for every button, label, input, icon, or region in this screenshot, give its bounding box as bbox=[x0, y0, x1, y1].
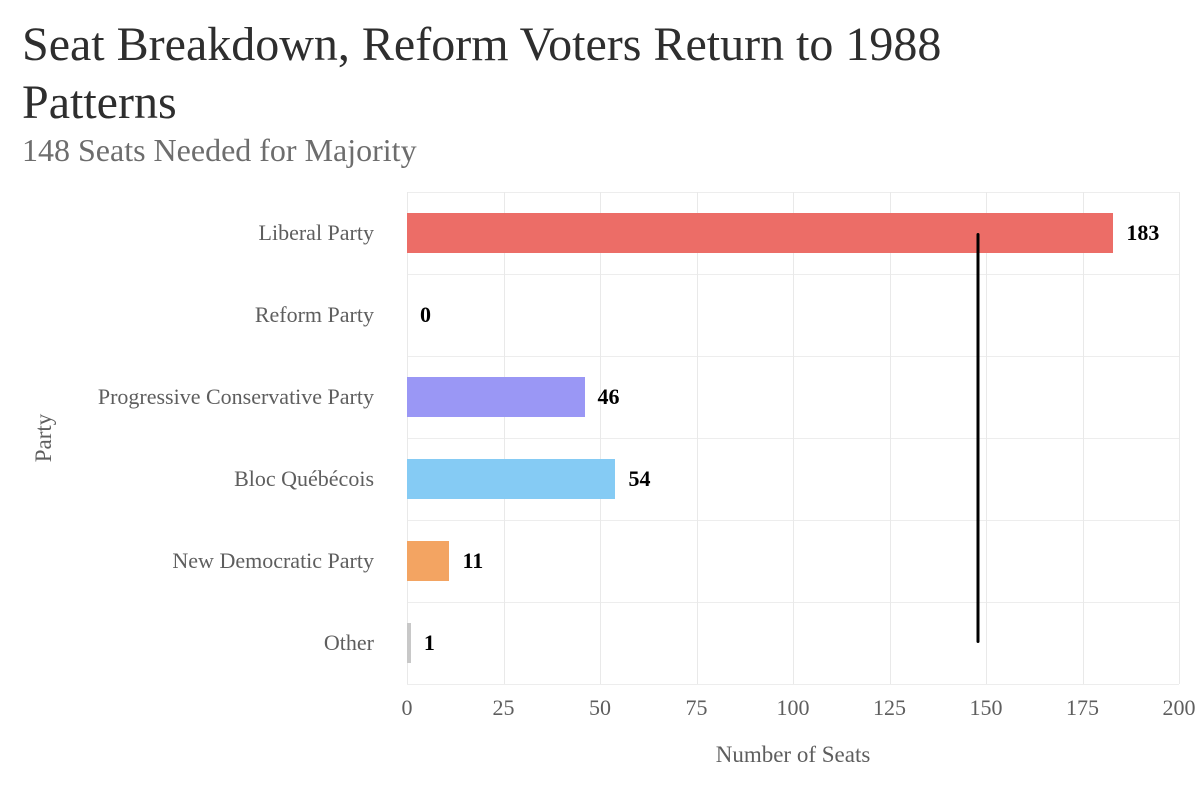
bar-other bbox=[407, 623, 411, 663]
y-axis-labels: Liberal Party Reform Party Progressive Con… bbox=[0, 192, 390, 684]
vertical-gridline bbox=[986, 192, 987, 684]
bar-progressive-conservative-party bbox=[407, 377, 585, 417]
vertical-gridline bbox=[600, 192, 601, 684]
y-category-label-liberal-party: Liberal Party bbox=[258, 220, 374, 245]
vertical-gridline bbox=[793, 192, 794, 684]
x-axis-title: Number of Seats bbox=[715, 742, 871, 767]
x-tick-label: 25 bbox=[492, 695, 515, 720]
x-tick-label: 75 bbox=[685, 695, 708, 720]
x-tick-label: 175 bbox=[1066, 695, 1099, 720]
bar-new-democratic-party bbox=[407, 541, 450, 581]
horizontal-gridline bbox=[407, 684, 1179, 685]
x-tick-label: 50 bbox=[589, 695, 611, 720]
chart-subtitle: 148 Seats Needed for Majority bbox=[22, 132, 417, 168]
bar-value-label-new-democratic-party: 11 bbox=[462, 548, 484, 573]
bar-value-label-bloc-qu-b-cois: 54 bbox=[628, 466, 651, 491]
x-tick-label: 150 bbox=[969, 695, 1003, 720]
chart-title: Seat Breakdown, Reform Voters Return to … bbox=[22, 18, 942, 129]
vertical-gridline bbox=[696, 192, 698, 684]
bar-value-label-progressive-conservative-party: 46 bbox=[597, 384, 620, 409]
bar-liberal-party bbox=[407, 213, 1114, 253]
bar-value-label-liberal-party: 183 bbox=[1126, 220, 1160, 245]
y-category-label-reform-party: Reform Party bbox=[254, 302, 374, 327]
plot-area: 183 0 46 54 11 1 bbox=[407, 192, 1180, 685]
vertical-gridline bbox=[503, 192, 505, 684]
y-category-label-other: Other bbox=[323, 630, 374, 655]
bar-value-label-reform-party: 0 bbox=[420, 302, 431, 327]
x-axis-ticks: 0 25 50 75 100 125 150 175 200 bbox=[402, 695, 1196, 723]
y-category-label-new-democratic-party: New Democratic Party bbox=[172, 548, 374, 573]
vertical-gridline bbox=[1179, 192, 1180, 684]
x-tick-label: 125 bbox=[873, 695, 906, 720]
x-tick-label: 100 bbox=[776, 695, 810, 720]
x-tick-label: 200 bbox=[1162, 695, 1196, 720]
vertical-gridline bbox=[407, 192, 408, 684]
x-tick-label: 0 bbox=[401, 695, 413, 720]
y-category-label-progressive-conservative-party: Progressive Conservative Party bbox=[97, 384, 374, 409]
bar-value-label-other: 1 bbox=[423, 630, 435, 655]
y-category-label-bloc-qu-b-cois: Bloc Québécois bbox=[234, 466, 374, 491]
majority-reference-line bbox=[976, 233, 980, 643]
vertical-gridline bbox=[1082, 192, 1084, 684]
bar-bloc-qu-b-cois bbox=[407, 459, 616, 499]
vertical-gridline bbox=[889, 192, 891, 684]
